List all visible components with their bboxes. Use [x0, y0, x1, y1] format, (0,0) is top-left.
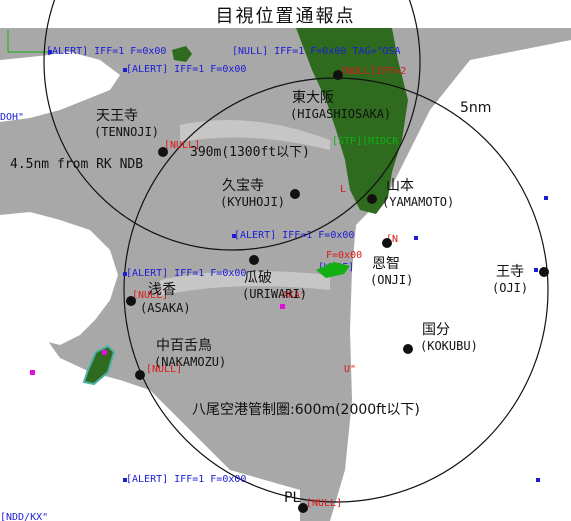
altitude-note: 390m(1300ft以下)	[190, 145, 310, 160]
traffic-marker	[414, 236, 418, 240]
southwest-water	[0, 385, 230, 521]
control-zone-label: 八尾空港管制圏:600m(2000ft以下)	[192, 402, 420, 418]
point-name-en: (TENNOJI)	[94, 125, 159, 139]
magenta-marker	[280, 304, 285, 309]
coast-water	[0, 212, 118, 345]
point-name-jp: 天王寺	[96, 108, 138, 124]
null-tag-red: [NULL]IFF=2	[340, 66, 406, 77]
reporting-point-asaka[interactable]: 浅香 (ASAKA)	[126, 282, 191, 315]
null-tag-red: [NULL]	[146, 364, 182, 375]
reporting-point-onji[interactable]: 恩智 (ONJI)	[370, 238, 413, 287]
null-tag-red: [NULL]	[164, 140, 200, 151]
alert-tag: [ALERT] IFF=1 F=0x00	[46, 46, 166, 57]
point-name-en: (HIGASHIOSAKA)	[290, 107, 391, 121]
river-channel	[180, 120, 330, 150]
reporting-point-pl[interactable]: PL	[284, 490, 308, 513]
point-name-jp: 浅香	[148, 282, 176, 298]
point-name-en: (KOKUBU)	[420, 339, 478, 353]
route-line	[7, 30, 50, 53]
reporting-point-kokubu[interactable]: 国分 (KOKUBU)	[403, 322, 478, 354]
left-edge-tag: DOH"	[0, 112, 24, 123]
point-name-en: (ASAKA)	[140, 301, 191, 315]
point-name-jp: 東大阪	[292, 90, 334, 106]
traffic-marker	[48, 50, 52, 54]
reporting-point-kyuhoji[interactable]: 久宝寺 (KYUHOJI)	[220, 178, 300, 209]
traffic-marker	[123, 478, 127, 482]
traffic-marker	[536, 478, 540, 482]
reporting-point-oji[interactable]: 王寺 (OJI)	[492, 264, 549, 295]
null-tag-red: [NULL]	[306, 498, 342, 509]
left-edge-tag: [NDD/KX"	[0, 512, 48, 521]
u-tag: U"	[344, 364, 356, 375]
inner-radius-label: 4.5nm from RK NDB	[10, 157, 143, 172]
null-tag: [NULL] IFF=1 F=0x00 TAG="OSA	[232, 46, 401, 57]
point-name-jp: 中百舌鳥	[156, 338, 212, 354]
point-name-en: (KYUHOJI)	[220, 195, 285, 209]
point-name-en: (OJI)	[492, 281, 528, 295]
stp-tag: [STP][MIDCR	[332, 136, 399, 147]
ikoma-mountains	[296, 28, 408, 214]
alert-tag: [ALERT] IFF=1 F=0x00	[126, 474, 246, 485]
magenta-marker	[30, 370, 35, 375]
traffic-marker	[232, 234, 236, 238]
reporting-point-yamamoto[interactable]: 山本 (YAMAMOTO)	[367, 178, 454, 209]
f-tag: F=0x00	[326, 250, 362, 261]
page-title: 目視位置通報点	[215, 6, 356, 27]
n-tag: [N	[386, 234, 398, 245]
point-name-jp: 王寺	[496, 264, 524, 280]
bay-water	[0, 52, 120, 122]
outer-radius-label: 5nm	[460, 100, 491, 116]
east-plain	[330, 40, 571, 521]
alert-tag: [ALERT] IFF=1 F=0x00	[234, 230, 354, 241]
alert-tag: [ALERT] IFF=1 F=0x00	[126, 64, 246, 75]
point-name-en: (URIWARI)	[242, 287, 307, 301]
traffic-marker	[123, 272, 127, 276]
reporting-point-tennoji[interactable]: 天王寺 (TENNOJI)	[94, 108, 168, 157]
point-name-jp: 恩智	[372, 256, 400, 272]
traffic-marker	[544, 196, 548, 200]
traffic-marker	[534, 268, 538, 272]
point-name-en: (ONJI)	[370, 273, 413, 287]
alert-tag: [ALERT] IFF=1 F=0x00	[126, 268, 246, 279]
null-tag-red: [NULL]	[132, 290, 168, 301]
l-tag: L	[340, 184, 346, 195]
point-name-jp: 久宝寺	[222, 178, 264, 194]
point-name-jp: 瓜破	[244, 270, 272, 286]
reporting-point-higashiosaka[interactable]: 東大阪 (HIGASHIOSAKA)	[290, 70, 391, 121]
reporting-point-nakamozu[interactable]: 中百舌鳥 (NAKAMOZU)	[135, 338, 226, 380]
river-channel-2	[160, 271, 330, 296]
point-name-en: (YAMAMOTO)	[382, 195, 454, 209]
traffic-marker	[123, 68, 127, 72]
small-forest	[172, 46, 192, 62]
reporting-point-uriwari[interactable]: 瓜破 (URIWARI)	[242, 255, 307, 301]
aka-tag: AKA"	[282, 290, 306, 301]
magenta-marker	[102, 350, 107, 355]
point-name-jp: 山本	[386, 178, 414, 194]
point-name-jp: PL	[284, 490, 300, 506]
point-name-en: (NAKAMOZU)	[154, 355, 226, 369]
point-name-jp: 国分	[422, 322, 450, 338]
traffic-cluster	[316, 262, 350, 278]
kofun-forest	[82, 344, 116, 386]
inner-ring	[43, 0, 421, 251]
